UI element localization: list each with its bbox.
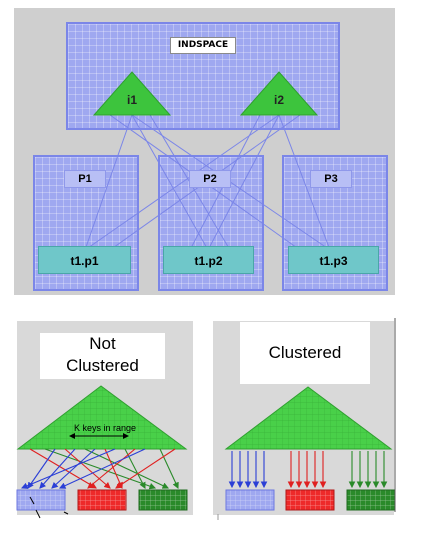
connector-line	[131, 114, 209, 251]
connector-line	[278, 114, 331, 251]
pointer-arrow	[104, 448, 123, 490]
index-triangle-i2	[239, 71, 319, 116]
not-clustered-title-line2: Clustered	[66, 356, 139, 375]
pointer-arrow	[124, 448, 146, 489]
table-box-t1-p3: t1.p3	[288, 246, 379, 274]
cursor-mark	[35, 509, 41, 519]
clustered-data-page-blue	[225, 489, 275, 511]
index-label-i2: i2	[273, 93, 284, 107]
not-clustered-data-page-blue	[16, 489, 66, 511]
connector-line	[84, 114, 280, 251]
partition-label-p1: P1	[64, 170, 106, 188]
pointer-arrow	[64, 448, 111, 489]
cursor-mark	[29, 496, 35, 505]
connector-line	[131, 114, 331, 251]
pointer-arrow	[39, 448, 76, 489]
not-clustered-data-page-green	[138, 489, 188, 511]
clustered-data-page-red	[285, 489, 335, 511]
not-clustered-title-line1: Not	[89, 334, 116, 353]
clustered-title: Clustered	[240, 322, 370, 384]
connector-line	[207, 114, 280, 251]
pointer-arrow	[59, 448, 146, 489]
key-range-label: K keys in range	[73, 423, 137, 433]
table-box-t1-p2: t1.p2	[163, 246, 254, 274]
not-clustered-arrows	[20, 448, 179, 490]
cursor-mark	[63, 511, 69, 515]
indspace-label: INDSPACE	[170, 37, 236, 54]
pointer-arrow	[29, 448, 97, 489]
partition-label-p2: P2	[189, 170, 231, 188]
clustered-arrows	[228, 451, 388, 489]
pointer-arrow	[159, 448, 179, 489]
clustered-index-triangle	[224, 386, 393, 450]
connector-line	[84, 114, 133, 251]
not-clustered-title: Not Clustered	[40, 333, 165, 379]
not-clustered-index-triangle	[16, 385, 188, 450]
pointer-arrow	[51, 448, 96, 489]
pointer-arrow	[27, 448, 56, 489]
pointer-arrow	[87, 448, 136, 489]
not-clustered-data-page-red	[77, 489, 127, 511]
pointer-arrow	[20, 448, 116, 489]
index-label-i1: i1	[126, 93, 137, 107]
pointer-arrow	[44, 448, 157, 490]
index-triangle-i1	[92, 71, 172, 116]
pointer-arrow	[84, 448, 169, 489]
partition-label-p3: P3	[310, 170, 352, 188]
clustered-data-page-green	[346, 489, 396, 511]
pointer-arrow	[115, 448, 176, 489]
table-box-t1-p1: t1.p1	[38, 246, 131, 274]
